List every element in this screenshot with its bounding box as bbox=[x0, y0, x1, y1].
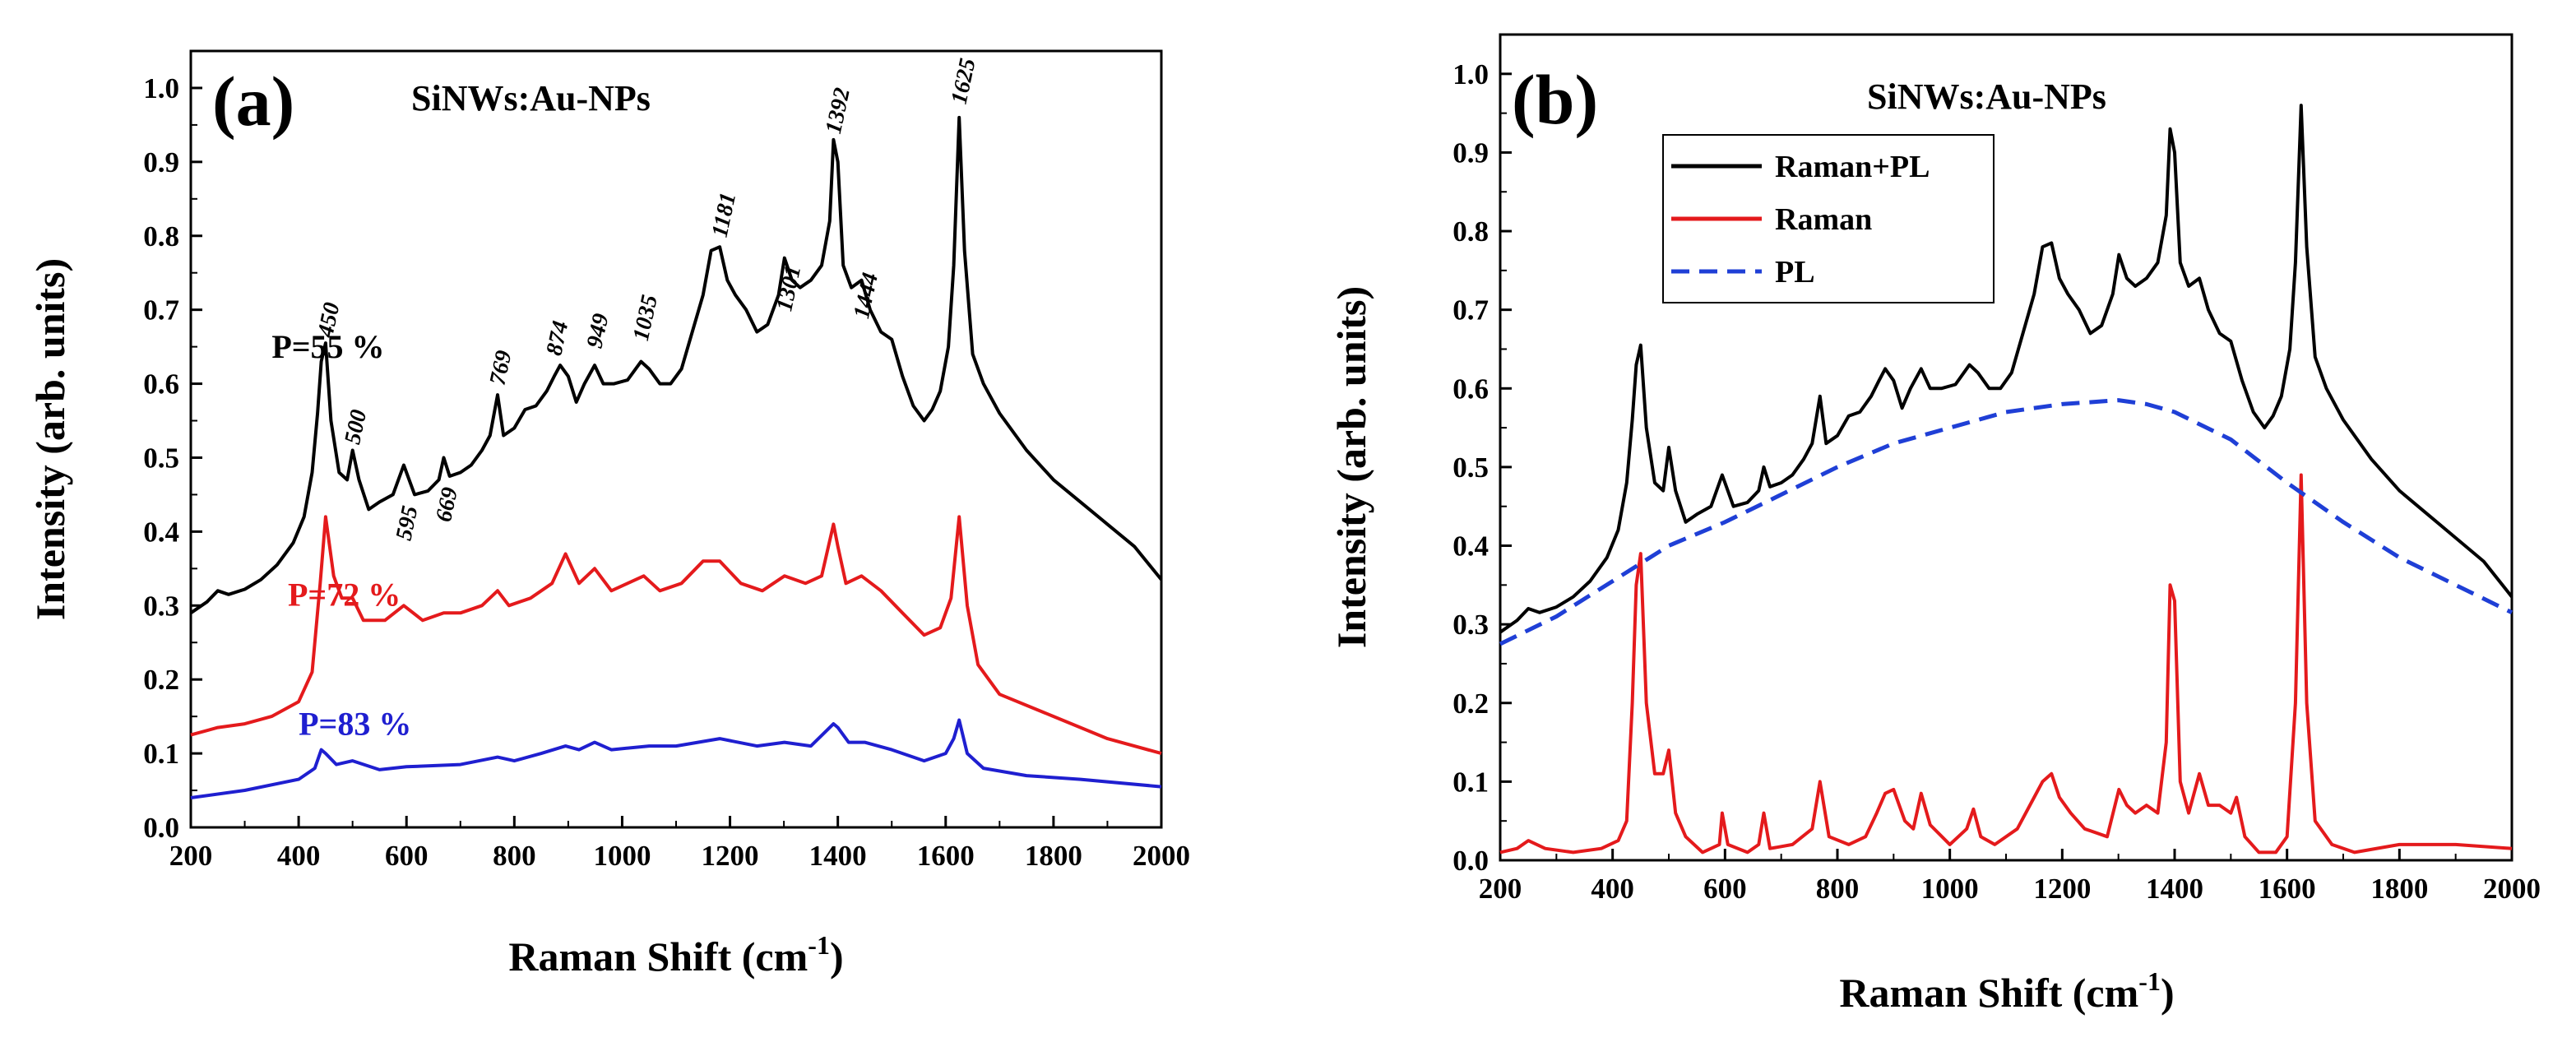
peak-label: 1301 bbox=[771, 263, 806, 313]
series-line-p-83- bbox=[190, 718, 1162, 799]
series-line-p-72- bbox=[190, 515, 1162, 756]
y-tick-label: 0.9 bbox=[1452, 137, 1489, 169]
peak-label: 1625 bbox=[947, 56, 981, 106]
x-tick-label: 1000 bbox=[1921, 873, 1979, 905]
y-tick-label: 0.7 bbox=[1452, 294, 1489, 327]
peak-label: 1035 bbox=[628, 293, 663, 343]
x-tick-label: 1600 bbox=[2259, 873, 2316, 905]
legend-b: Raman+PL Raman PL bbox=[1662, 134, 1995, 303]
y-tick-label: 1.0 bbox=[1452, 58, 1489, 90]
series-line-raman bbox=[1499, 473, 2513, 855]
peak-label: 1392 bbox=[821, 86, 855, 136]
series-label: P=83 % bbox=[299, 706, 411, 743]
legend-label: Raman bbox=[1775, 202, 1872, 237]
x-tick-label: 1400 bbox=[809, 840, 867, 872]
peak-label: 1181 bbox=[707, 190, 742, 239]
panel-label-a: (a) bbox=[212, 62, 294, 141]
chart-title-b: SiNWs:Au-NPs bbox=[1867, 76, 2106, 117]
y-tick-label: 0.0 bbox=[1452, 845, 1489, 877]
series-line-pl bbox=[1499, 398, 2513, 646]
panel-label-b: (b) bbox=[1512, 60, 1598, 139]
panel-a: 200 400 600 800 1000 1200 1400 1600 1800 2000 0.0 0… bbox=[27, 49, 1190, 980]
y-tick-label: 0.1 bbox=[143, 738, 179, 770]
x-tick-label: 800 bbox=[1816, 873, 1860, 905]
series-line-p-55- bbox=[189, 115, 1163, 614]
axes-a: 200 400 600 800 1000 1200 1400 1600 1800 2000 0.0 0… bbox=[143, 72, 1190, 872]
x-tick-label: 400 bbox=[1591, 873, 1634, 905]
x-tick-label: 200 bbox=[169, 840, 213, 872]
y-tick-label: 0.8 bbox=[143, 220, 179, 252]
x-tick-label: 800 bbox=[493, 840, 536, 872]
x-tick-label: 400 bbox=[277, 840, 321, 872]
series-label: P=72 % bbox=[288, 576, 401, 613]
y-tick-label: 0.1 bbox=[1452, 766, 1489, 798]
x-tick-label: 1800 bbox=[1025, 840, 1082, 872]
y-tick-label: 0.0 bbox=[143, 812, 179, 844]
series-label: P=55 % bbox=[271, 328, 384, 365]
x-tick-label: 200 bbox=[1479, 873, 1522, 905]
series-group-b bbox=[1499, 104, 2513, 855]
x-axis-title-a: Raman Shift (cm-1) bbox=[508, 930, 843, 980]
series-line-raman-pl bbox=[1499, 104, 2513, 634]
y-axis-title-b: Intensity (arb. units) bbox=[1328, 286, 1374, 648]
peak-label: 769 bbox=[485, 348, 517, 387]
y-tick-label: 0.2 bbox=[143, 664, 179, 696]
x-tick-label: 1200 bbox=[2033, 873, 2091, 905]
series-group-a: P=55 % P=72 % P=83 % bbox=[189, 115, 1163, 799]
axes-b: 200 400 600 800 1000 1200 1400 1600 1800 2000 0.0 0… bbox=[1452, 58, 2541, 905]
x-tick-label: 1400 bbox=[2146, 873, 2203, 905]
y-tick-label: 0.5 bbox=[143, 442, 179, 474]
y-tick-label: 0.9 bbox=[143, 146, 179, 178]
peak-label: 669 bbox=[431, 485, 463, 525]
peak-label: 949 bbox=[582, 312, 614, 351]
legend-label: PL bbox=[1775, 255, 1815, 289]
y-tick-label: 1.0 bbox=[143, 72, 179, 104]
y-tick-label: 0.5 bbox=[1452, 452, 1489, 484]
y-tick-label: 0.4 bbox=[1452, 530, 1489, 563]
peak-label: 595 bbox=[391, 503, 423, 543]
panel-b: 200 400 600 800 1000 1200 1400 1600 1800 2000 0.0 0… bbox=[1328, 33, 2541, 1016]
x-tick-label: 1800 bbox=[2370, 873, 2428, 905]
y-tick-label: 0.8 bbox=[1452, 215, 1489, 248]
legend-label: Raman+PL bbox=[1775, 150, 1930, 184]
peak-label: 1444 bbox=[849, 271, 883, 321]
x-tick-label: 1600 bbox=[917, 840, 975, 872]
x-axis-title-b: Raman Shift (cm-1) bbox=[1839, 966, 2174, 1016]
chart-title-a: SiNWs:Au-NPs bbox=[411, 78, 651, 118]
x-tick-label: 2000 bbox=[2483, 873, 2541, 905]
y-axis-title-a: Intensity (arb. units) bbox=[27, 258, 73, 620]
x-tick-label: 600 bbox=[385, 840, 429, 872]
x-tick-label: 1200 bbox=[702, 840, 759, 872]
y-tick-label: 0.3 bbox=[143, 590, 179, 622]
x-tick-label: 600 bbox=[1703, 873, 1747, 905]
peak-label: 500 bbox=[340, 407, 372, 447]
y-tick-label: 0.6 bbox=[143, 368, 179, 401]
y-tick-label: 0.6 bbox=[1452, 373, 1489, 405]
peak-label: 874 bbox=[541, 319, 573, 359]
y-tick-label: 0.7 bbox=[143, 294, 179, 327]
x-tick-label: 2000 bbox=[1133, 840, 1190, 872]
y-tick-label: 0.4 bbox=[143, 516, 179, 548]
y-tick-label: 0.2 bbox=[1452, 688, 1489, 720]
y-tick-label: 0.3 bbox=[1452, 609, 1489, 641]
x-tick-label: 1000 bbox=[593, 840, 651, 872]
